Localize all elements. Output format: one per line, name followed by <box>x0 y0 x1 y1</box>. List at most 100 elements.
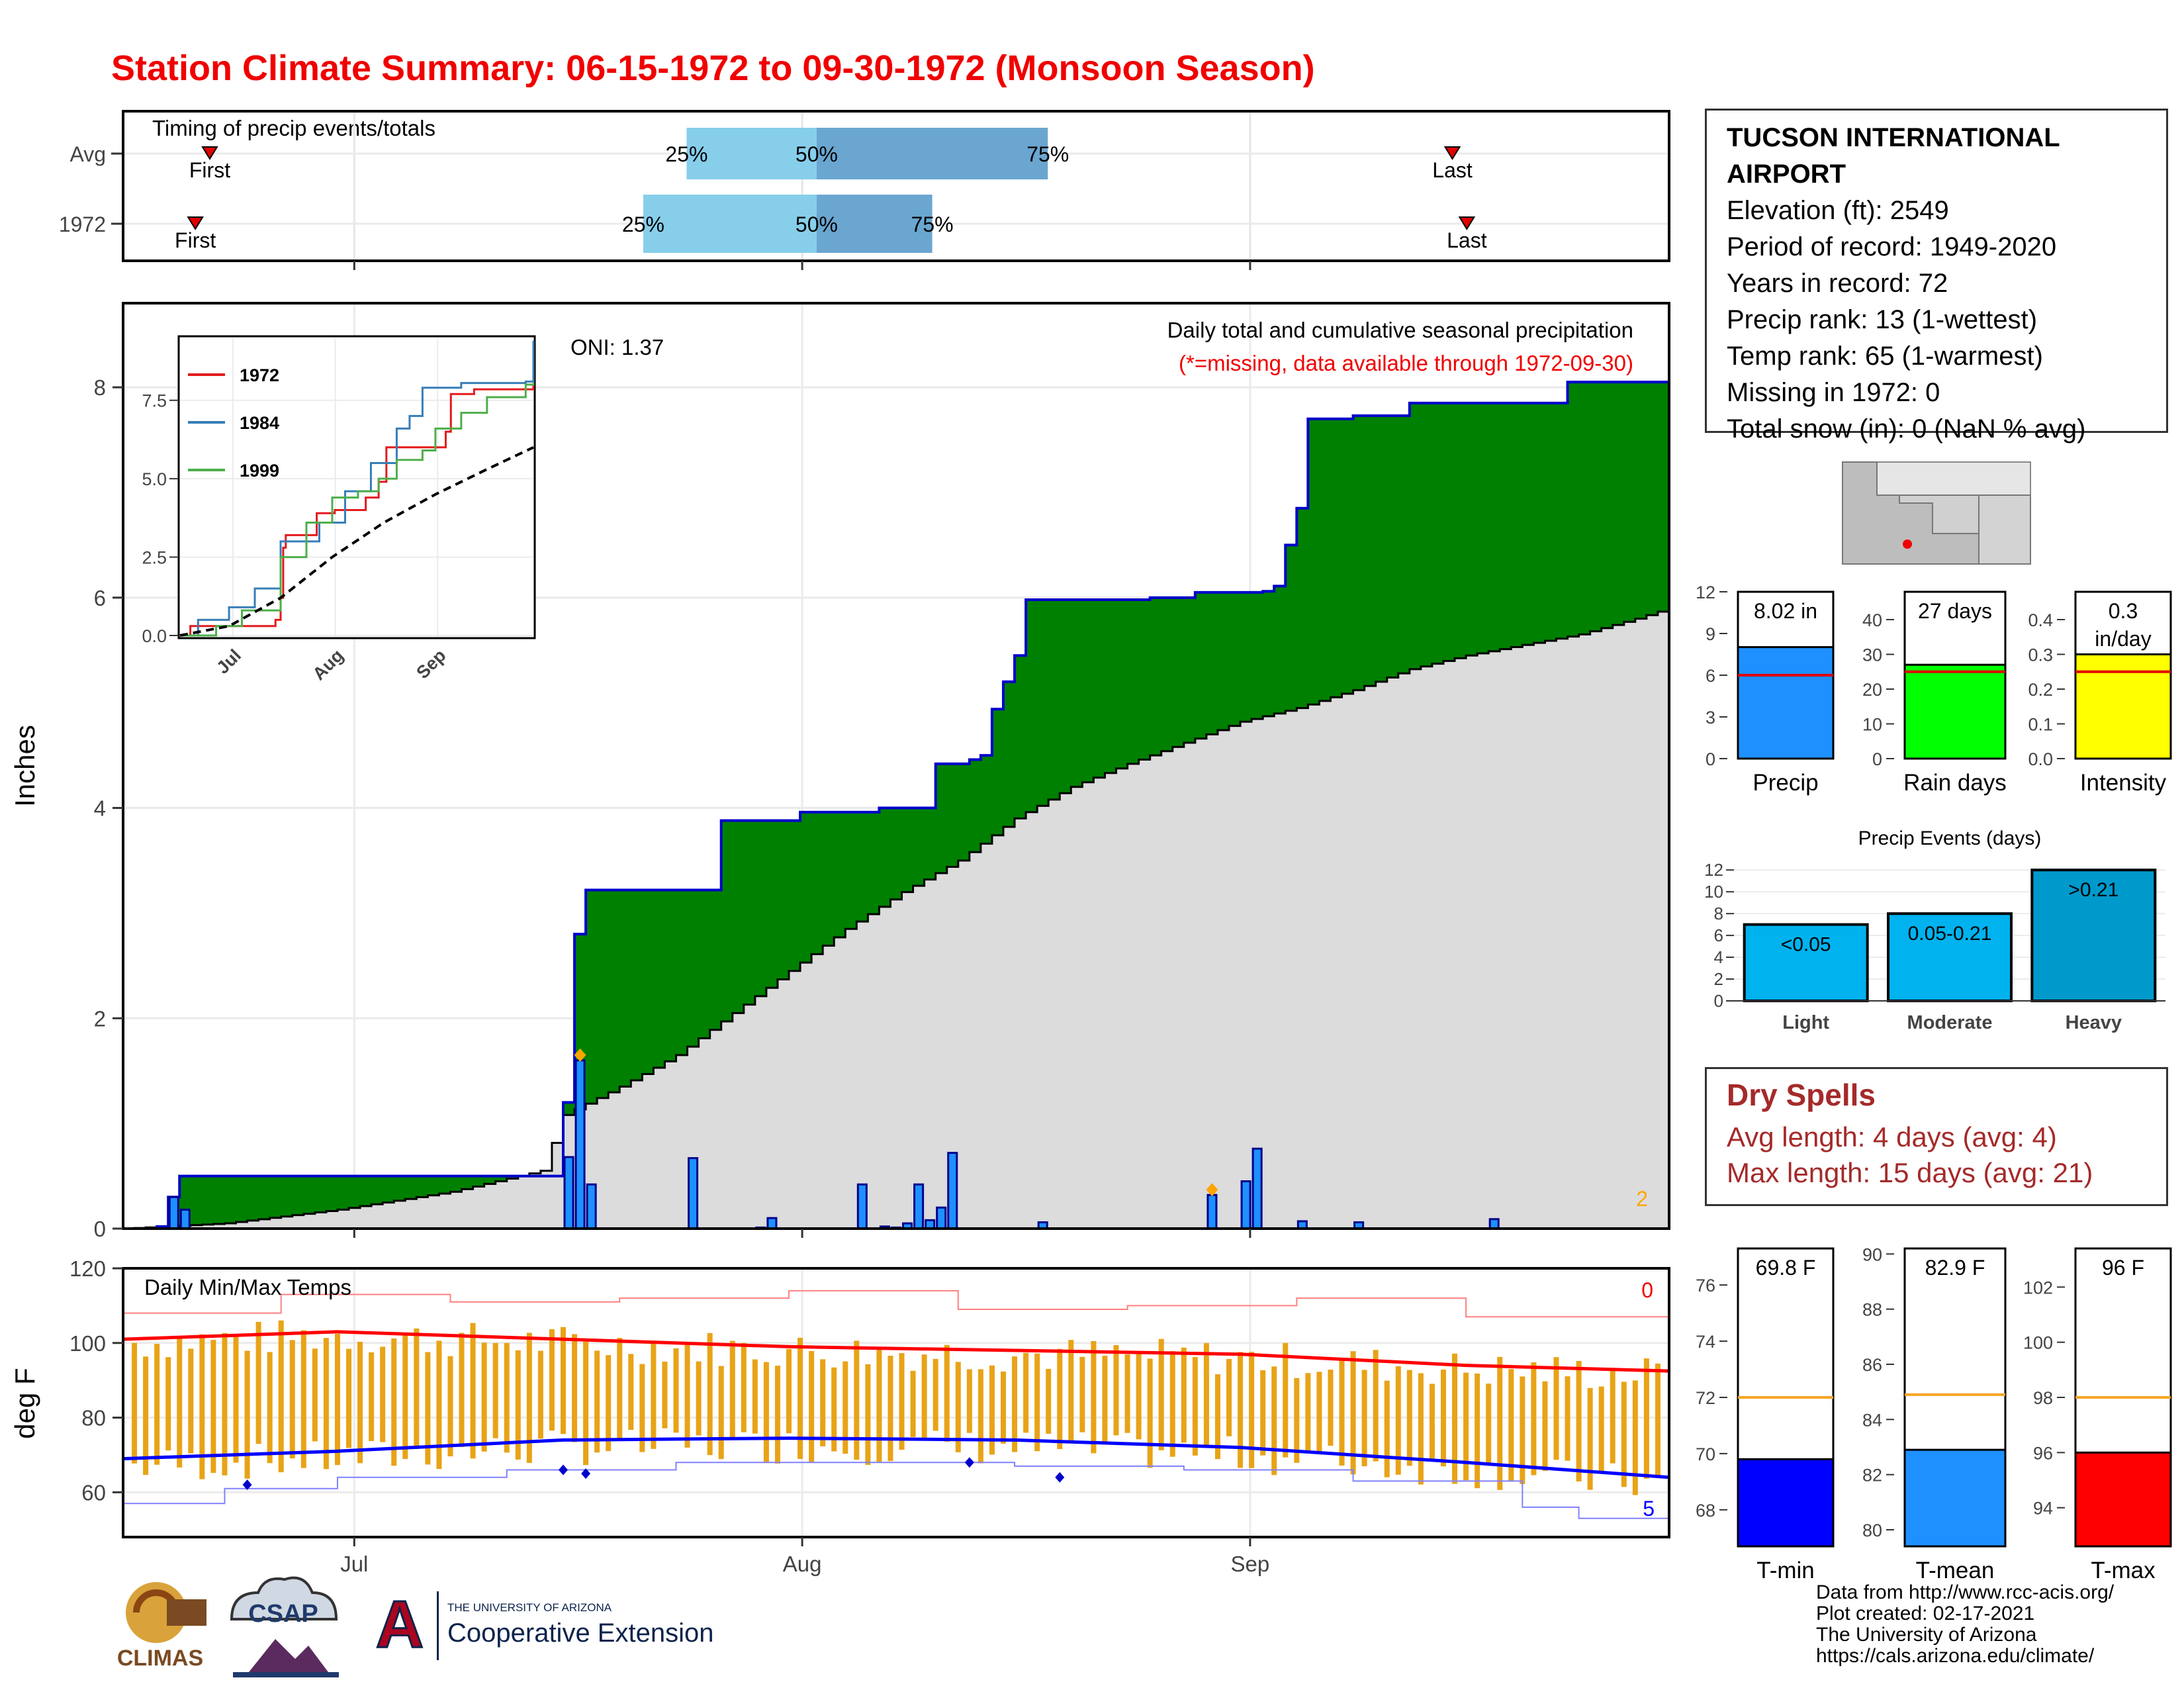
station-period: Period of record: 1949-2020 <box>1727 232 2057 261</box>
precip-anomaly-fill <box>1500 402 1512 649</box>
timeline-last-label: Last <box>1447 228 1487 252</box>
temp-daily-range-bar <box>1463 1372 1469 1481</box>
temp-daily-range-bar <box>1057 1348 1063 1449</box>
timeline-p25-label: 25% <box>622 212 664 236</box>
precip-anomaly-fill <box>461 1176 474 1190</box>
temp-daily-range-bar <box>1079 1356 1085 1432</box>
gauge-value-bar <box>1903 1448 2007 1548</box>
temp-daily-range-bar <box>1497 1356 1503 1490</box>
temp-daily-range-bar <box>696 1361 702 1436</box>
gauge-ytick-label: 30 <box>1862 645 1882 665</box>
precip-daily-bar <box>586 1183 597 1230</box>
precip-anomaly-fill <box>811 812 823 955</box>
gauge-value-label: 8.02 in <box>1754 599 1817 623</box>
temp-daily-range-bar <box>854 1340 860 1460</box>
precip-anomaly-fill <box>1251 592 1263 720</box>
precip-anomaly-fill <box>1150 597 1162 756</box>
climas-logo: CLIMAS <box>117 1582 206 1671</box>
timeline-first-label: First <box>175 228 216 252</box>
precip-anomaly-fill <box>337 1176 349 1210</box>
station-name-line2: AIRPORT <box>1727 160 1846 189</box>
temp-daily-range-bar <box>492 1342 498 1438</box>
temp-daily-range-bar <box>1655 1363 1661 1477</box>
precip-daily-bar <box>1240 1180 1251 1230</box>
precip-ylabel: Inches <box>9 725 40 807</box>
precip-anomaly-fill <box>1161 597 1173 751</box>
precip-average-area <box>123 608 1670 1230</box>
precip-anomaly-fill <box>868 812 880 914</box>
temp-daily-range-bar <box>1271 1366 1277 1476</box>
temp-daily-range-bar <box>583 1341 589 1466</box>
temp-daily-range-bar <box>572 1334 578 1442</box>
gauge-ytick-label: 3 <box>1706 708 1715 727</box>
gauge-ytick-label: 6 <box>1706 666 1715 686</box>
station-info-box: TUCSON INTERNATIONAL AIRPORT Elevation (… <box>1705 109 2168 444</box>
gauge-value-bar <box>1737 646 1835 760</box>
timeline-bar-25-50 <box>686 128 817 179</box>
temp-ylabel: deg F <box>9 1368 40 1438</box>
temp-daily-range-bar <box>989 1365 995 1455</box>
gauge-ytick-label: 40 <box>1862 610 1882 630</box>
gauge-ytick-label: 96 <box>2033 1443 2053 1463</box>
temp-daily-range-bar <box>820 1359 826 1446</box>
temp-daily-range-bar <box>165 1357 171 1451</box>
gauge-ytick-label: 70 <box>1696 1444 1715 1464</box>
precip-anomaly-fill <box>1308 418 1320 705</box>
temp-daily-range-bar <box>1102 1356 1108 1443</box>
credit-data-source: Data from http://www.rcc-acis.org/ <box>1816 1581 2115 1603</box>
temp-daily-range-bar <box>1169 1351 1175 1457</box>
precip-anomaly-fill <box>473 1176 485 1187</box>
precip-anomaly-fill <box>1015 655 1026 819</box>
temp-daily-range-bar <box>1012 1356 1018 1452</box>
gauge-ytick-label: 88 <box>1862 1300 1882 1320</box>
temp-daily-range-bar <box>673 1348 679 1433</box>
temp-avg-max-line <box>122 1330 1670 1373</box>
gauge-title: Intensity <box>2080 770 2167 796</box>
gauge-ytick-label: 9 <box>1706 624 1715 644</box>
gauge-ytick-label: 74 <box>1696 1332 1715 1352</box>
gauge-ytick-label: 12 <box>1696 583 1715 602</box>
temp-daily-range-bar <box>684 1344 690 1448</box>
station-years: Years in record: 72 <box>1727 269 1948 298</box>
temp-daily-range-bar <box>865 1364 871 1465</box>
station-missing: Missing in 1972: 0 <box>1727 378 1940 407</box>
gauge-ytick-label: 0.1 <box>2028 715 2053 735</box>
credit-university: The University of Arizona <box>1816 1624 2037 1646</box>
precip-anomaly-fill <box>1578 382 1591 635</box>
precip-anomaly-fill <box>563 1102 575 1115</box>
temp-daily-range-bar <box>1124 1354 1130 1433</box>
gauge-ytick-label: 68 <box>1696 1501 1715 1521</box>
precip-anomaly-fill <box>1003 681 1015 827</box>
temp-daily-range-bar <box>1350 1351 1356 1475</box>
precip-daily-bar <box>936 1206 947 1230</box>
temp-ytick-label: 80 <box>81 1406 106 1430</box>
temp-daily-range-bar <box>402 1334 408 1460</box>
gauge-ytick-label: 94 <box>2033 1499 2053 1519</box>
temp-daily-range-bar <box>831 1367 837 1452</box>
timeline-bar-50-75 <box>816 128 1048 179</box>
logo-strip: CLIMAS CSAP A THE UNIVERSITY OF ARIZONA … <box>117 1576 713 1677</box>
precip-anomaly-fill <box>1466 402 1478 656</box>
temp-daily-range-bar <box>1136 1351 1142 1440</box>
temp-daily-range-bar <box>1643 1358 1649 1479</box>
precip-anomaly-fill <box>1116 599 1128 769</box>
events-ytick-label: 10 <box>1704 882 1723 902</box>
gauge-value-label: 27 days <box>1918 599 1992 623</box>
temp-daily-range-bar <box>1339 1359 1345 1466</box>
precip-daily-bar <box>574 1059 586 1230</box>
precip-anomaly-fill <box>642 890 655 1074</box>
precip-anomaly-fill <box>1319 418 1332 701</box>
temp-daily-range-bar <box>966 1369 972 1433</box>
x-axis-month-label: Jul <box>340 1552 368 1576</box>
temp-daily-range-bar <box>1531 1362 1537 1476</box>
precip-anomaly-fill <box>766 820 778 988</box>
temp-record-marker <box>581 1468 591 1479</box>
temp-daily-range-bar <box>526 1333 532 1463</box>
precip-daily-bar <box>168 1196 179 1230</box>
precip-anomaly-fill <box>1556 402 1569 639</box>
temp-daily-range-bar <box>899 1353 905 1450</box>
temp-daily-range-bar <box>447 1356 453 1457</box>
precip-anomaly-fill <box>924 808 936 880</box>
temp-daily-range-bar <box>774 1366 780 1464</box>
